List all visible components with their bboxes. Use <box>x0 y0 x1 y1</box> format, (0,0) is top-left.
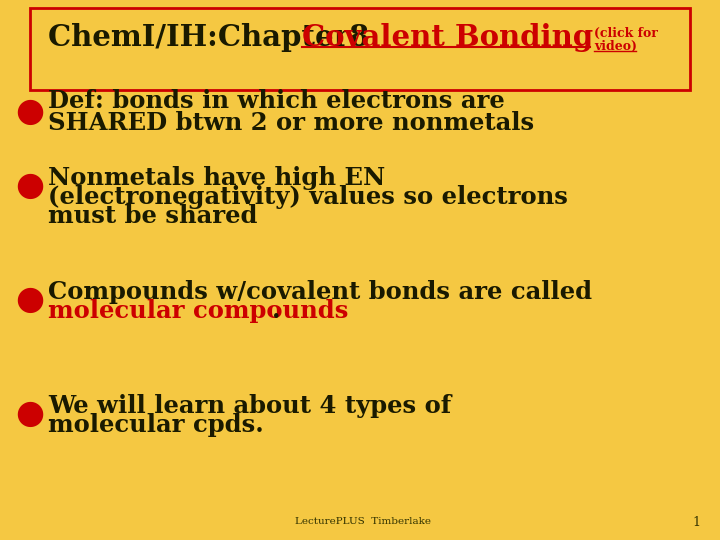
Text: must be shared: must be shared <box>48 204 258 228</box>
Text: SHARED btwn 2 or more nonmetals: SHARED btwn 2 or more nonmetals <box>48 111 534 135</box>
Text: ●: ● <box>15 398 44 430</box>
Text: .: . <box>272 299 281 323</box>
Text: ●: ● <box>15 96 44 128</box>
Text: molecular compounds: molecular compounds <box>48 299 348 323</box>
FancyBboxPatch shape <box>30 8 690 90</box>
Text: Nonmetals have high EN: Nonmetals have high EN <box>48 166 385 190</box>
Text: ●: ● <box>15 284 44 316</box>
Text: video): video) <box>594 39 637 52</box>
Text: ●: ● <box>15 170 44 202</box>
Text: ChemI/IH:Chapter8: ChemI/IH:Chapter8 <box>48 24 379 52</box>
Text: Def: bonds in which electrons are: Def: bonds in which electrons are <box>48 89 505 113</box>
Text: We will learn about 4 types of: We will learn about 4 types of <box>48 394 451 418</box>
Text: 1: 1 <box>692 516 700 529</box>
Text: Compounds w/covalent bonds are called: Compounds w/covalent bonds are called <box>48 280 592 304</box>
Text: Covalent Bonding: Covalent Bonding <box>302 24 593 52</box>
Text: (click for: (click for <box>594 26 658 39</box>
Text: molecular cpds.: molecular cpds. <box>48 413 264 437</box>
Text: (electronegativity) values so electrons: (electronegativity) values so electrons <box>48 185 568 209</box>
Text: LecturePLUS  Timberlake: LecturePLUS Timberlake <box>295 517 431 526</box>
